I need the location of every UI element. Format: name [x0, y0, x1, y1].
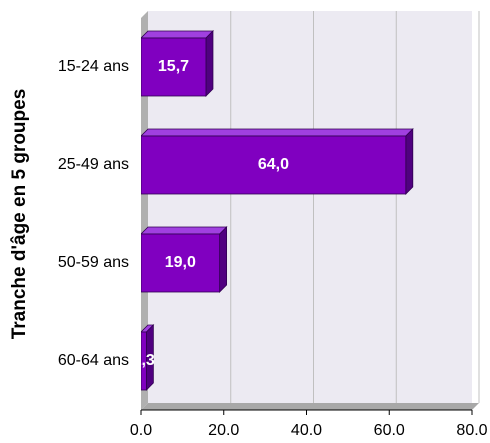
- value-label: 1,3: [133, 352, 155, 369]
- bar-top: [141, 30, 214, 39]
- bar-top: [141, 128, 414, 137]
- x-tick-label: 0.0: [130, 422, 152, 438]
- y-tick-label: 60-64 ans: [58, 352, 129, 369]
- bars: 15,7 64,0 19,0 1,3: [133, 30, 414, 391]
- bar-side: [219, 226, 228, 293]
- bar: [141, 233, 221, 293]
- plot: 0.0 20.0 40.0 60.0 80.0 15,7 64,0 19,0 1,3 15-24 …: [58, 11, 488, 439]
- floor: [141, 403, 479, 410]
- y-axis-label: Tranche d'âge en 5 groupes: [9, 89, 30, 340]
- value-label: 19,0: [165, 254, 196, 271]
- y-tick-label: 15-24 ans: [58, 58, 129, 75]
- bar-side: [405, 128, 414, 195]
- x-tick-label: 40.0: [291, 422, 322, 438]
- x-tick-label: 80.0: [456, 422, 487, 438]
- bar: [141, 37, 207, 97]
- x-tick-label: 20.0: [208, 422, 239, 438]
- bar: [141, 331, 147, 391]
- y-tick-label: 25-49 ans: [58, 156, 129, 173]
- left-wall: [141, 11, 148, 410]
- x-tick-label: 60.0: [374, 422, 405, 438]
- value-label: 64,0: [258, 156, 289, 173]
- bar-top: [141, 226, 228, 235]
- value-label: 15,7: [158, 58, 189, 75]
- bar: [141, 135, 407, 195]
- bar-side: [205, 30, 214, 97]
- y-tick-label: 50-59 ans: [58, 254, 129, 271]
